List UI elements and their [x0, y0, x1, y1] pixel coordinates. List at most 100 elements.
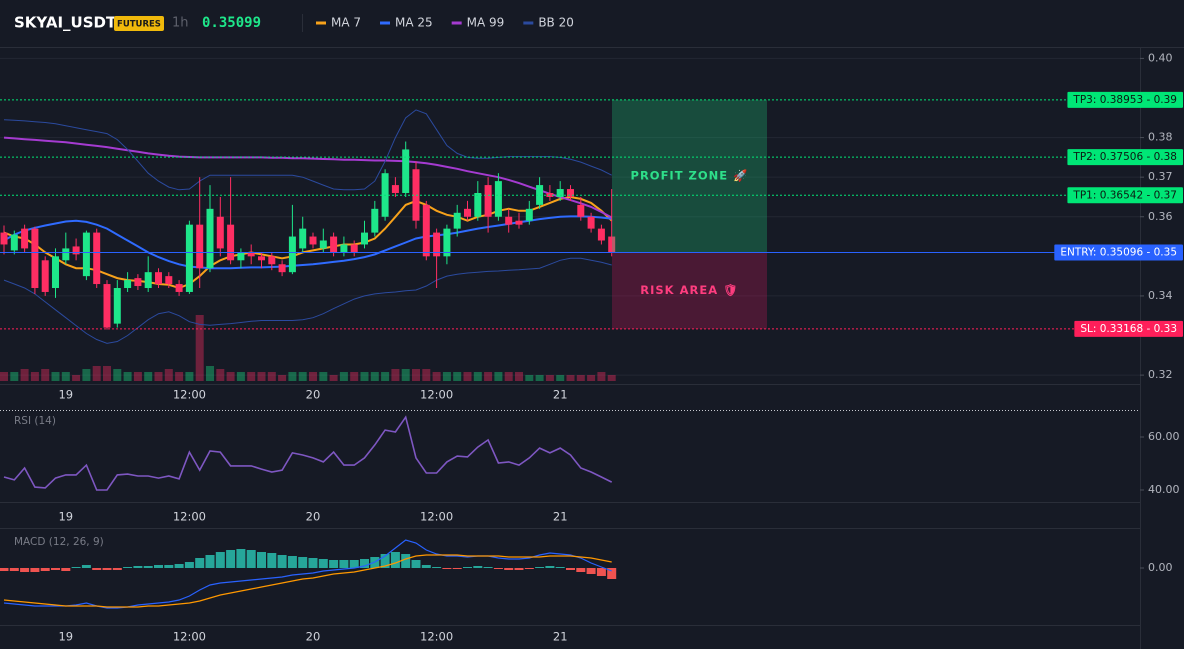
macd-histogram-bar	[174, 564, 184, 568]
candle-body	[52, 256, 59, 289]
volume-bar	[515, 372, 523, 381]
macd-histogram-bar	[257, 552, 266, 568]
volume-bar	[339, 372, 348, 381]
macd-histogram-bar	[102, 568, 112, 570]
volume-bar	[350, 372, 359, 381]
candle-body	[556, 189, 564, 197]
macd-histogram-bar	[267, 553, 277, 568]
volume-bar	[61, 372, 70, 381]
candle-body	[227, 224, 235, 261]
candle-body	[247, 252, 255, 257]
candle-body	[484, 185, 492, 217]
y-tick-label: 0.34	[1148, 289, 1173, 302]
macd-histogram-bar	[61, 568, 71, 571]
macd-line	[3, 539, 612, 609]
macd-histogram-bar	[184, 562, 194, 568]
moving-average	[3, 136, 613, 219]
candle-body	[453, 212, 461, 229]
macd-histogram-bar	[432, 567, 442, 568]
candle-body	[515, 220, 523, 225]
macd-histogram-bar	[380, 554, 390, 568]
candle-body	[608, 236, 616, 253]
macd-histogram-bar	[30, 568, 40, 572]
macd-histogram-bar	[483, 567, 493, 568]
volume-bar	[319, 372, 328, 381]
macd-histogram-bar	[20, 568, 30, 572]
macd-histogram-bar	[143, 566, 153, 568]
volume-bar	[473, 372, 482, 381]
macd-histogram-bar	[308, 558, 318, 568]
candle-body	[93, 232, 101, 285]
volume-bar	[20, 369, 29, 381]
level-tag	[1067, 91, 1183, 108]
panel-title: RSI (14)	[14, 415, 56, 427]
x-tick-label: 19	[58, 510, 73, 524]
volume-bar	[185, 372, 194, 381]
signal-line	[3, 554, 612, 608]
volume-bar	[422, 369, 431, 381]
macd-histogram-bar	[246, 550, 256, 568]
macd-histogram-bar	[164, 565, 174, 568]
volume-bar	[51, 372, 60, 381]
y-tick-label: 40.00	[1148, 483, 1180, 496]
x-tick-label: 12:00	[420, 510, 453, 524]
volume-bar	[453, 372, 462, 381]
y-tick-label: 0.37	[1148, 170, 1173, 183]
trade-zone	[612, 99, 767, 253]
candle-body	[422, 204, 430, 257]
candle-body	[175, 284, 183, 292]
zone-label: PROFIT ZONE 🚀	[631, 169, 749, 183]
volume-bar	[484, 372, 493, 381]
macd-histogram-bar	[205, 555, 215, 568]
candle-body	[268, 256, 276, 265]
volume-bar	[113, 369, 122, 381]
macd-histogram-bar	[133, 566, 143, 568]
candle-body	[433, 232, 441, 257]
volume-bar	[123, 372, 132, 381]
macd-histogram-bar	[596, 568, 606, 576]
volume-bar	[92, 366, 101, 381]
y-tick-label: 0.00	[1148, 561, 1173, 574]
market-badge-text: FUTURES	[117, 20, 161, 30]
moving-average	[3, 195, 613, 290]
macd-histogram-bar	[545, 566, 555, 568]
candle-body	[103, 284, 111, 328]
volume-bar	[82, 369, 91, 381]
candle-body	[113, 288, 121, 324]
macd-histogram-bar	[40, 568, 50, 571]
candle-body	[443, 228, 451, 257]
panel-title: MACD (12, 26, 9)	[14, 536, 104, 548]
market-badge	[114, 16, 164, 31]
volume-bar	[576, 375, 585, 381]
volume-bar	[535, 375, 544, 381]
y-tick-label: 0.36	[1148, 210, 1173, 223]
volume-bar	[216, 369, 225, 381]
macd-histogram-bar	[71, 567, 81, 568]
x-tick-label: 20	[306, 510, 321, 524]
level-tag	[1067, 187, 1183, 204]
macd-histogram-bar	[123, 567, 133, 568]
volume-bar	[175, 372, 184, 381]
macd-histogram-bar	[463, 567, 472, 568]
candle-body	[155, 272, 162, 285]
level-tag	[1054, 244, 1183, 261]
macd-histogram-bar	[226, 550, 236, 568]
rsi-line	[3, 415, 613, 491]
symbol: SKYAI_USDT	[14, 14, 117, 32]
volume-bar	[401, 369, 410, 381]
x-tick-label: 21	[553, 510, 568, 524]
macd-histogram-bar	[298, 557, 308, 568]
legend-label: MA 99	[467, 16, 505, 30]
macd-histogram-bar	[442, 568, 452, 569]
macd-histogram-bar	[473, 566, 483, 568]
candle-body	[494, 181, 502, 217]
macd-histogram-bar	[9, 568, 19, 571]
volume-bar	[164, 369, 173, 381]
y-tick-label: 60.00	[1148, 430, 1180, 443]
candle-body	[567, 189, 574, 197]
candle-body	[319, 240, 327, 249]
candle-body	[62, 248, 70, 261]
volume-bar	[463, 372, 472, 381]
volume-bar	[195, 315, 204, 381]
